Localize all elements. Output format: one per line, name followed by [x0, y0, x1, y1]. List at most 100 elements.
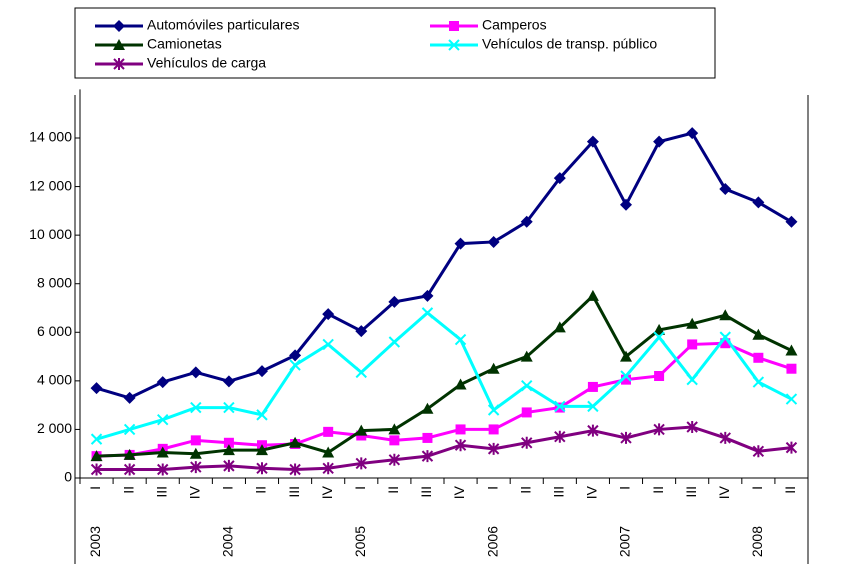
data-point	[190, 435, 201, 446]
data-point	[719, 331, 731, 343]
data-point	[521, 436, 533, 449]
data-point	[586, 135, 599, 148]
data-point	[620, 198, 632, 211]
legend-marker	[449, 21, 459, 31]
data-point	[686, 127, 699, 140]
legend-label: Vehículos de carga	[147, 55, 266, 71]
data-point	[654, 371, 665, 381]
data-point	[753, 352, 764, 363]
x-tick-label: IV	[187, 485, 203, 499]
x-tick-label: I	[749, 486, 765, 490]
data-point	[388, 423, 401, 435]
legend-marker	[448, 39, 460, 51]
x-tick-label: I	[617, 486, 633, 490]
data-point	[454, 378, 467, 390]
data-point	[587, 400, 599, 413]
data-point	[686, 421, 698, 433]
data-point	[620, 350, 632, 362]
y-tick-label: 6 000	[37, 323, 72, 339]
data-point	[222, 444, 235, 456]
series-line	[96, 131, 793, 400]
data-point	[90, 463, 103, 476]
data-point	[223, 459, 235, 472]
y-tick-label: 14 000	[29, 129, 72, 145]
data-point	[421, 307, 434, 319]
data-point	[488, 424, 499, 435]
year-label: 2004	[220, 526, 236, 557]
data-point	[123, 391, 136, 404]
x-tick-label: IV	[451, 485, 467, 499]
data-point	[620, 370, 632, 382]
data-point	[720, 338, 731, 349]
legend-label: Vehículos de transp. público	[482, 36, 657, 52]
data-point	[222, 375, 235, 388]
data-point	[752, 445, 765, 458]
data-point	[752, 376, 765, 388]
legend-box	[74, 7, 716, 79]
data-point	[785, 393, 798, 405]
data-point	[256, 444, 268, 456]
x-tick-label: II	[517, 486, 533, 494]
y-tick-label: 8 000	[37, 274, 72, 290]
data-point	[687, 339, 698, 350]
data-point	[256, 462, 268, 475]
data-point	[190, 401, 202, 414]
data-point	[786, 363, 797, 374]
year-label: 2007	[617, 526, 633, 557]
data-point	[322, 338, 334, 351]
data-point	[156, 446, 169, 458]
x-tick-label: II	[120, 486, 136, 494]
data-point	[256, 365, 268, 378]
data-point	[521, 407, 532, 418]
data-point	[520, 350, 533, 362]
data-point	[719, 183, 732, 195]
x-tick-label: III	[286, 486, 302, 498]
data-point	[553, 321, 566, 333]
data-point	[455, 424, 466, 435]
data-point	[123, 463, 136, 476]
data-point	[653, 323, 666, 335]
data-point	[487, 362, 500, 374]
data-point	[123, 448, 136, 460]
data-point	[289, 463, 301, 476]
data-point	[355, 457, 367, 470]
data-point	[621, 374, 631, 385]
data-point	[586, 289, 599, 301]
data-point	[223, 437, 234, 448]
data-point	[289, 359, 301, 371]
data-point	[157, 414, 169, 426]
year-label: 2003	[87, 526, 103, 557]
data-point	[553, 172, 566, 185]
data-point	[454, 439, 467, 452]
legend-marker	[113, 39, 125, 50]
data-point	[752, 196, 765, 209]
data-point	[454, 237, 467, 250]
data-point	[323, 426, 334, 437]
data-point	[355, 325, 368, 338]
legend-marker	[113, 58, 125, 70]
data-point	[422, 432, 433, 443]
year-label: 2008	[749, 526, 765, 557]
data-point	[256, 409, 268, 421]
data-point	[620, 431, 632, 444]
data-point	[554, 400, 566, 413]
data-point	[389, 435, 400, 446]
data-point	[785, 344, 798, 356]
data-point	[520, 215, 533, 228]
x-tick-label: IV	[584, 485, 600, 499]
data-point	[719, 431, 731, 444]
data-point	[587, 424, 599, 437]
x-tick-label: I	[220, 486, 236, 490]
data-point	[388, 453, 401, 466]
data-point	[322, 308, 335, 321]
data-point	[587, 381, 598, 392]
y-tick-label: 4 000	[37, 372, 72, 388]
data-point	[719, 309, 732, 321]
x-tick-label: I	[352, 486, 368, 490]
legend-marker	[113, 20, 125, 32]
data-point	[189, 447, 202, 459]
data-point	[653, 331, 665, 343]
data-point	[653, 423, 665, 436]
data-point	[90, 433, 103, 445]
data-point	[653, 135, 666, 148]
